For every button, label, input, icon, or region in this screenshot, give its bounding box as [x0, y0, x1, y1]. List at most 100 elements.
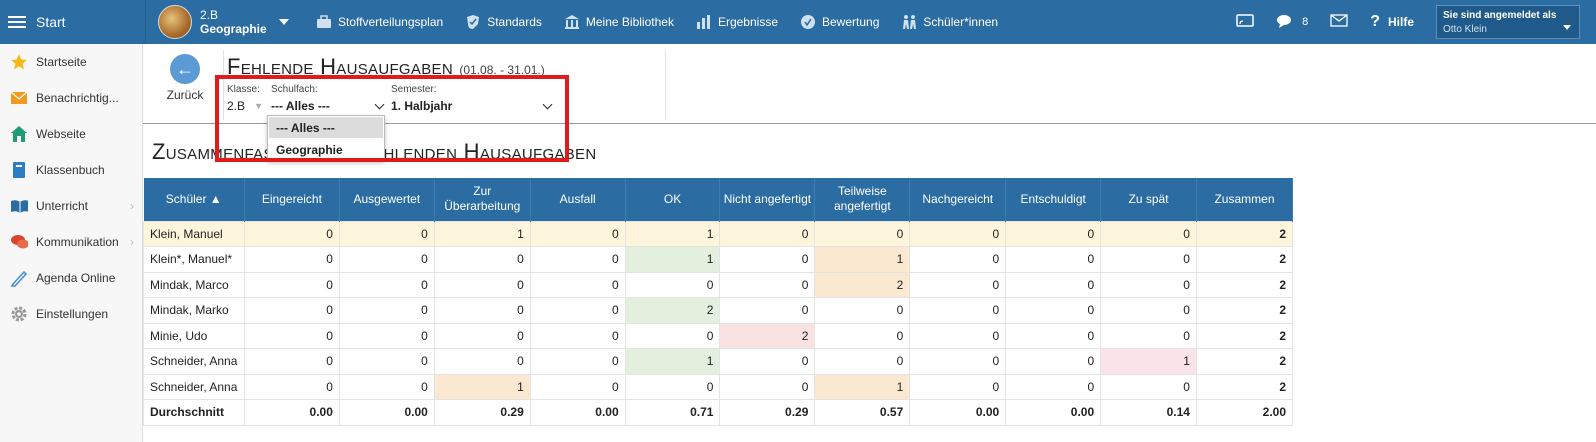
table-cell: 2: [624, 297, 721, 324]
table-row[interactable]: Klein*, Manuel* 0 0 0 0 1 0 1 0 0 0 2: [143, 246, 1294, 273]
table-cell: 0: [529, 271, 626, 298]
nav-label: Bewertung: [822, 15, 880, 29]
column-header[interactable]: Zur Überarbeitung: [434, 178, 531, 221]
sidebar-item-startseite[interactable]: Startseite: [0, 44, 142, 80]
sidebar-item-benachrichtigungen[interactable]: Benachrichtig...: [0, 80, 142, 116]
table-cell: 0: [909, 348, 1007, 375]
average-cell: 0.00: [338, 399, 435, 426]
question-icon: ?: [1370, 13, 1380, 30]
table-row[interactable]: Minie, Udo 0 0 0 0 0 2 0 0 0 0 2: [143, 322, 1294, 349]
table-cell: 0: [624, 322, 721, 349]
table-cell: 0: [1100, 220, 1197, 247]
table-cell: 0: [1005, 373, 1102, 400]
nav-bewertung[interactable]: Bewertung: [800, 14, 879, 30]
table-cell: 0: [433, 297, 531, 324]
nav-meine-bibliothek[interactable]: Meine Bibliothek: [564, 14, 674, 30]
sidebar-item-unterricht[interactable]: Unterricht ›: [0, 188, 142, 224]
table-cell: 0: [1005, 348, 1102, 375]
column-header[interactable]: Teilweise angefertigt: [814, 178, 911, 221]
table-cell: 2: [719, 322, 816, 349]
student-name: Minie, Udo: [143, 322, 245, 349]
dropdown-option-alles[interactable]: --- Alles ---: [269, 117, 383, 138]
table-cell: 0: [243, 373, 340, 400]
back-label: Zurück: [166, 88, 204, 102]
semester-filter-label: Semester:: [391, 84, 437, 95]
dropdown-option-geographie[interactable]: Geographie: [276, 142, 343, 157]
nav-label: Schüler*innen: [923, 15, 999, 29]
nav-schueler-innen[interactable]: Schüler*innen: [901, 14, 998, 30]
table-cell: 0: [719, 246, 816, 273]
table-cell: 0: [814, 220, 911, 247]
table-cell: 0: [338, 220, 435, 247]
divider: [665, 50, 666, 120]
top-bar: Start 2.B Geographie Stoffverteilungspla…: [0, 0, 1596, 44]
table-cell: 0: [814, 348, 911, 375]
table-cell: 0: [338, 246, 435, 273]
column-header[interactable]: Zu spät: [1100, 178, 1197, 221]
cast-icon[interactable]: [1236, 13, 1254, 32]
student-name: Mindak, Marko: [143, 297, 245, 324]
class-filter[interactable]: Klasse: 2.B ▼: [227, 84, 263, 113]
table-cell: 0: [433, 348, 531, 375]
student-name: Schneider, Anna: [143, 373, 245, 400]
table-cell: 0: [1100, 271, 1197, 298]
student-name: Klein, Manuel: [143, 220, 245, 247]
help-button[interactable]: ? Hilfe: [1370, 13, 1414, 31]
table-cell: 0: [1005, 297, 1102, 324]
start-label: Start: [36, 14, 66, 30]
main-nav: Stoffverteilungsplan Standards Meine Bib…: [316, 14, 998, 30]
column-header[interactable]: Eingereicht: [244, 178, 340, 221]
table-cell: 1: [814, 246, 911, 273]
table-cell: 0: [909, 271, 1007, 298]
nav-standards[interactable]: Standards: [465, 14, 542, 30]
table-row[interactable]: Mindak, Marko 0 0 0 0 2 0 0 0 0 0 2: [143, 297, 1294, 324]
table-row[interactable]: Klein, Manuel 0 0 1 0 1 0 0 0 0 0 2: [143, 220, 1294, 247]
sidebar-item-webseite[interactable]: Webseite: [0, 116, 142, 152]
table-cell: 0: [433, 246, 531, 273]
column-header[interactable]: Entschuldigt: [1005, 178, 1102, 221]
sidebar-item-label: Einstellungen: [36, 307, 109, 321]
average-cell: 0.57: [814, 399, 911, 426]
table-cell: 0: [529, 348, 626, 375]
briefcase-icon: [316, 14, 332, 30]
table-row[interactable]: Mindak, Marco 0 0 0 0 0 0 2 0 0 0 2: [143, 271, 1294, 298]
table-row[interactable]: Schneider, Anna 0 0 1 0 0 0 1 0 0 0 2: [143, 373, 1294, 400]
table-cell: 0: [338, 373, 435, 400]
messages-button[interactable]: 8: [1276, 13, 1308, 32]
page-header: ← Zurück Fehlende Hausaufgaben (01.08. -…: [143, 44, 1596, 124]
column-header[interactable]: Nicht angefertigt: [719, 178, 816, 221]
column-header[interactable]: OK: [625, 178, 721, 221]
column-header-schueler[interactable]: Schüler ▲: [143, 178, 245, 221]
user-menu[interactable]: Sie sind angemeldet als Otto Klein: [1436, 5, 1580, 39]
table-cell: 0: [624, 271, 721, 298]
nav-ergebnisse[interactable]: Ergebnisse: [696, 14, 778, 30]
semester-filter[interactable]: Semester: 1. Halbjahr: [391, 84, 553, 113]
column-header[interactable]: Ausgewertet: [339, 178, 435, 221]
average-cell: 0.00: [1005, 399, 1102, 426]
student-name: Klein*, Manuel*: [143, 246, 245, 273]
average-cell: 0.71: [624, 399, 721, 426]
subject-filter[interactable]: Schulfach: --- Alles ---: [271, 84, 385, 113]
table-cell: 2: [814, 271, 911, 298]
nav-stoffverteilungsplan[interactable]: Stoffverteilungsplan: [316, 14, 443, 30]
sidebar-item-kommunikation[interactable]: Kommunikation ›: [0, 224, 142, 260]
sidebar-item-agenda-online[interactable]: Agenda Online: [0, 260, 142, 296]
column-header[interactable]: Ausfall: [530, 178, 626, 221]
sidebar-item-label: Startseite: [36, 55, 87, 69]
average-label: Durchschnitt: [143, 399, 245, 426]
table-cell: 0: [529, 246, 626, 273]
table-cell: 0: [243, 246, 340, 273]
table-cell: 0: [243, 271, 340, 298]
homework-summary-table: Schüler ▲ Eingereicht Ausgewertet Zur Üb…: [143, 178, 1294, 426]
column-header[interactable]: Zusammen: [1196, 178, 1294, 221]
average-cell: 0.29: [719, 399, 816, 426]
column-header[interactable]: Nachgereicht: [909, 178, 1007, 221]
back-button[interactable]: ← Zurück: [163, 54, 207, 102]
mail-icon[interactable]: [1330, 14, 1348, 30]
start-menu-button[interactable]: Start: [0, 0, 146, 44]
course-selector[interactable]: 2.B Geographie: [146, 5, 296, 39]
sidebar-item-einstellungen[interactable]: Einstellungen: [0, 296, 142, 332]
table-row[interactable]: Schneider, Anna 0 0 0 0 1 0 0 0 0 1 2: [143, 348, 1294, 375]
sidebar-item-klassenbuch[interactable]: Klassenbuch: [0, 152, 142, 188]
caret-down-icon: [278, 19, 289, 25]
